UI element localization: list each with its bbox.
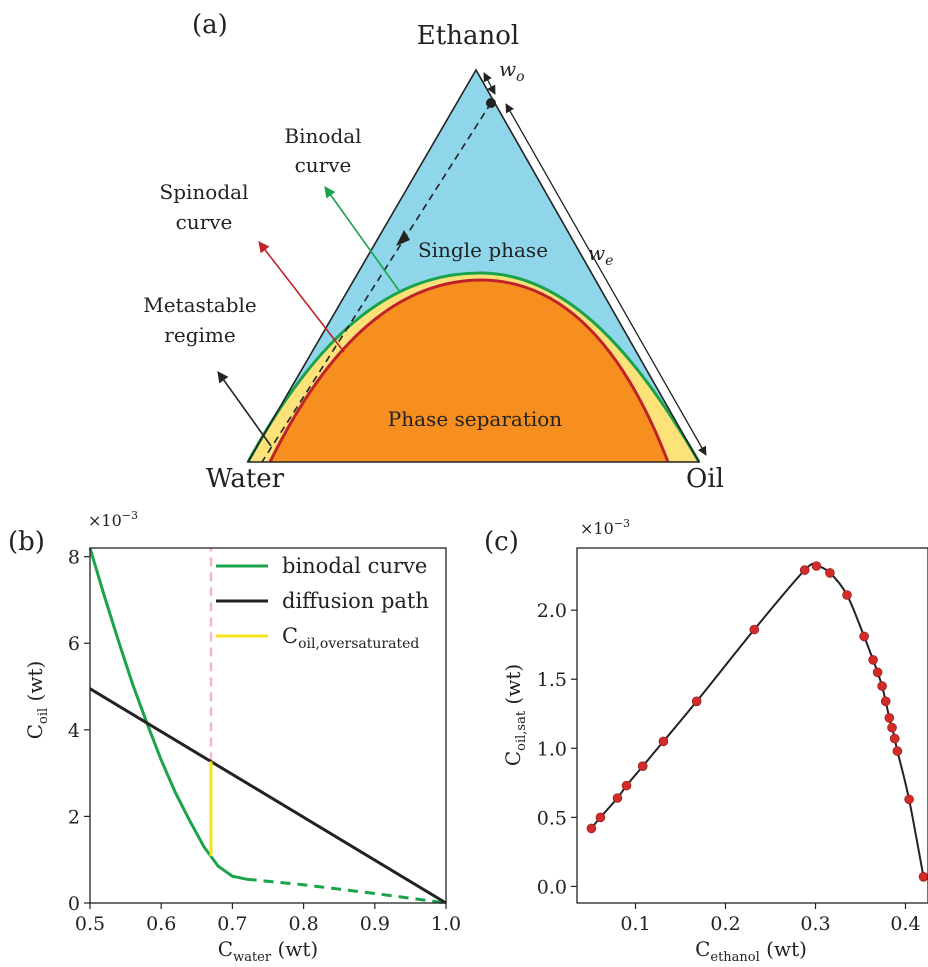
data-point — [877, 681, 887, 691]
panel-b-y-multiplier: ×10−3 — [88, 509, 138, 530]
panel-b-x-tick-label: 0.8 — [288, 913, 318, 935]
panel-c-y-tick-label: 0.5 — [537, 807, 567, 829]
panel-b-x-tick-label: 0.6 — [146, 913, 176, 935]
data-point — [892, 746, 903, 756]
panel-b-chart: (b) ×10−3 0.5 0.6 0.7 0.8 0.9 1.0 0 2 4 6 8 binodal… — [8, 509, 461, 965]
vertex-water-label: Water — [206, 464, 285, 494]
panel-c-y-multiplier: ×10−3 — [580, 517, 630, 538]
panel-b-label: (b) — [8, 527, 45, 557]
spinodal-label-line2: curve — [176, 210, 233, 234]
data-point — [887, 722, 897, 733]
panel-c-y-tick-label: 1.5 — [537, 669, 567, 691]
panel-c-y-tick-label: 0.0 — [537, 876, 567, 898]
metastable-pointer-arrow — [217, 371, 272, 447]
panel-c-x-tick-label: 0.1 — [620, 913, 650, 935]
panel-b-x-tick-label: 1.0 — [431, 913, 461, 935]
panel-b-x-tick-label: 0.5 — [75, 913, 105, 935]
data-point — [859, 631, 869, 642]
data-point — [868, 655, 878, 665]
panel-b-x-tick-label: 0.7 — [217, 913, 247, 935]
spinodal-label-line1: Spinodal — [160, 180, 249, 204]
vertex-oil-label: Oil — [686, 464, 724, 494]
single-phase-label: Single phase — [418, 238, 548, 262]
panel-b-y-axis-label: Coil (wt) — [23, 661, 51, 740]
series-binodal-curve-extension--line — [246, 877, 447, 905]
panel-b-axes-frame — [89, 547, 447, 904]
vertex-ethanol-label: Ethanol — [417, 21, 519, 51]
legend-entry: diffusion path — [282, 589, 429, 613]
panel-c-x-tick-label: 0.2 — [710, 913, 740, 935]
legend-entry: Coil,oversaturated — [282, 624, 419, 652]
diffusion-path-dashed — [261, 102, 492, 463]
data-point — [825, 568, 835, 578]
panel-c-plot-area: 0.1 0.2 0.3 0.4 0.0 0.5 1.0 1.5 2.0 — [537, 547, 928, 935]
saturation-fit-curve — [590, 562, 925, 877]
binodal-label-line2: curve — [295, 153, 352, 177]
data-point — [799, 565, 810, 575]
panel-b-y-tick-label: 0 — [68, 893, 80, 915]
panel-c-y-tick-label: 1.0 — [537, 738, 567, 760]
metastable-label-line2: regime — [164, 323, 235, 347]
data-point — [904, 794, 914, 805]
panel-c-x-tick-label: 0.4 — [890, 913, 920, 935]
data-point — [884, 713, 895, 723]
data-point — [612, 793, 623, 803]
panel-b-y-tick-label: 8 — [68, 547, 80, 569]
panel-b-x-tick-label: 0.9 — [360, 913, 390, 935]
wo-label: wo — [499, 57, 525, 85]
panel-b-y-tick-label: 2 — [68, 806, 80, 828]
legend-entry: binodal curve — [282, 554, 427, 578]
data-point — [880, 696, 891, 707]
metastable-label-line1: Metastable — [143, 293, 257, 317]
data-point — [595, 812, 606, 823]
panel-a-ternary-diagram: (a) Ethanol Water Oil wo we Single phase… — [143, 10, 724, 494]
we-label: we — [588, 241, 613, 269]
panel-c-x-axis-label: Cethanol (wt) — [695, 937, 807, 965]
data-point — [658, 736, 669, 747]
series-diffusion-path-line — [89, 687, 447, 905]
data-point — [918, 872, 928, 882]
data-point — [872, 667, 883, 678]
data-point — [586, 823, 597, 834]
panel-c-y-tick-label: 2.0 — [537, 600, 567, 622]
panel-c-x-tick-label: 0.3 — [800, 913, 830, 935]
data-point — [842, 590, 852, 600]
series-binodal-curve-line — [88, 547, 247, 881]
wo-arrow — [483, 72, 496, 95]
panel-b-y-tick-label: 4 — [68, 720, 80, 742]
data-point — [749, 624, 760, 635]
initial-composition-point — [486, 98, 496, 108]
panel-c-y-axis-label: Coil,sat (wt) — [501, 664, 529, 766]
phase-separation-label: Phase separation — [388, 407, 563, 431]
panel-b-y-tick-label: 6 — [68, 633, 80, 655]
panel-b-x-axis-label: Cwater (wt) — [218, 937, 318, 965]
data-point — [621, 780, 632, 791]
panel-c-chart: (c) ×10−3 0.1 0.2 0.3 0.4 0.0 0.5 1.0 1.5 2.0 Ce… — [484, 517, 928, 965]
data-point — [811, 561, 822, 571]
binodal-label-line1: Binodal — [284, 124, 361, 148]
panel-c-label: (c) — [484, 527, 519, 557]
panel-c-axes-frame — [576, 547, 928, 904]
data-point — [889, 733, 900, 744]
data-point — [691, 696, 702, 707]
panel-a-label: (a) — [192, 10, 228, 40]
spinodal-pointer-arrow — [258, 241, 345, 353]
binodal-pointer-arrow — [324, 186, 401, 293]
data-point — [637, 761, 648, 772]
panel-b-plot-area: 0.5 0.6 0.7 0.8 0.9 1.0 0 2 4 6 8 binodal curve diff… — [68, 547, 461, 935]
we-arrow — [505, 103, 707, 456]
diffusion-direction-arrowhead — [396, 230, 410, 246]
